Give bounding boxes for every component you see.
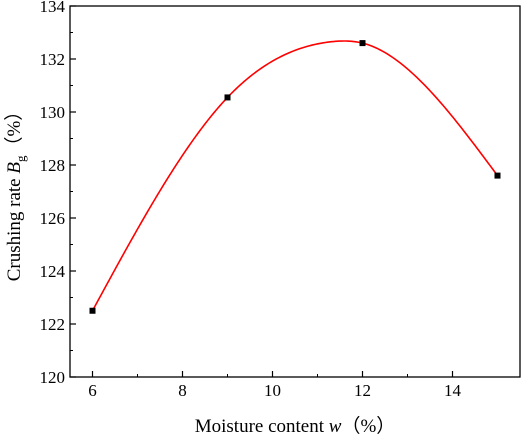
x-tick-label: 6 <box>88 381 97 400</box>
x-tick-label: 10 <box>264 381 281 400</box>
x-tick-label: 14 <box>444 381 462 400</box>
x-axis-title: Moisture content w（%） <box>195 415 396 437</box>
x-tick-label: 8 <box>178 381 187 400</box>
plot-frame <box>69 5 521 378</box>
y-tick-label: 126 <box>40 209 66 228</box>
y-axis-ticks: 120 122 124 126 128 130 132 134 <box>40 0 76 387</box>
data-point <box>224 94 231 101</box>
plot-area <box>69 5 521 378</box>
data-point <box>494 172 501 179</box>
y-tick-label: 128 <box>40 156 66 175</box>
y-axis-label-text: Crushing rate <box>4 178 25 281</box>
y-axis-variable: B <box>4 162 25 174</box>
x-axis-label-text: Moisture content <box>195 416 325 437</box>
y-axis-subscript: g <box>13 155 28 162</box>
x-axis-variable: w <box>329 416 342 437</box>
x-axis-ticks: 6 8 10 12 14 <box>88 371 462 400</box>
data-point <box>89 307 96 314</box>
y-tick-label: 122 <box>40 315 66 334</box>
x-axis-unit: （%） <box>341 415 395 437</box>
y-tick-label: 134 <box>40 0 66 16</box>
y-axis-unit: （%） <box>3 102 25 156</box>
y-tick-label: 130 <box>40 103 66 122</box>
x-tick-label: 12 <box>354 381 371 400</box>
y-tick-label: 124 <box>40 262 66 281</box>
y-tick-label: 120 <box>40 368 66 387</box>
y-tick-label: 132 <box>40 50 66 69</box>
data-point <box>359 40 366 47</box>
fit-curve-line <box>91 40 499 312</box>
y-axis-title: Crushing rate Bg（%） <box>3 102 28 282</box>
